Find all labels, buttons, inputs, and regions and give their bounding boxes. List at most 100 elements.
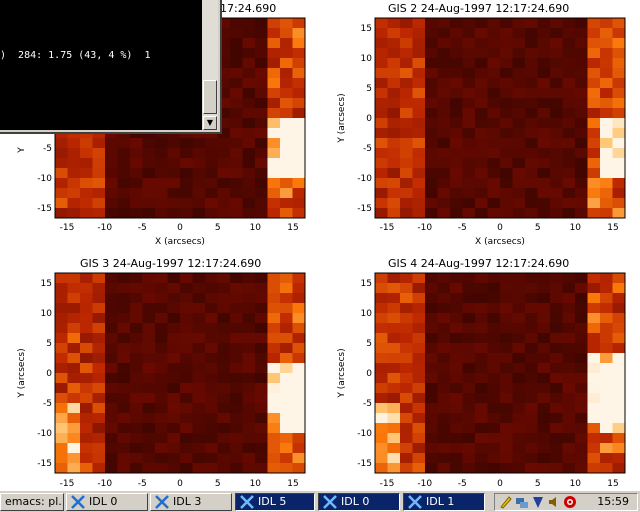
heat-cell [612, 108, 626, 119]
heat-cell [92, 343, 106, 354]
heat-cell [167, 208, 181, 219]
heat-cell [217, 58, 231, 69]
heat-cell [587, 283, 601, 294]
heat-cell [255, 108, 268, 119]
heat-cell [512, 98, 526, 109]
heat-cell [487, 383, 501, 394]
taskbar-item-idl-0-b[interactable]: IDL 0 [318, 493, 400, 511]
heat-cell [500, 88, 513, 99]
taskbar-item-idl-5[interactable]: IDL 5 [235, 493, 315, 511]
heat-cell [462, 293, 476, 304]
heat-cell [267, 283, 281, 294]
y-tick-label: -10 [37, 429, 52, 439]
heat-cell [487, 18, 501, 29]
heat-cell [437, 58, 451, 69]
terminal-output[interactable]: ) 284: 1.75 (43, 4 %) 1 [0, 0, 202, 130]
heat-cell [425, 188, 438, 199]
heat-cell [375, 403, 388, 414]
heat-cell [205, 273, 218, 284]
y-ticks: -5-10-15 [37, 144, 52, 214]
target-icon[interactable] [563, 495, 577, 509]
heat-cell [537, 48, 551, 59]
heat-cell [92, 453, 106, 464]
y-axis-label: Y [17, 147, 27, 154]
x-tick-label: -15 [60, 479, 75, 489]
heat-cell [400, 403, 413, 414]
network-icon[interactable] [515, 495, 529, 509]
down-arrow-icon[interactable]: ▼ [203, 116, 217, 130]
pencil-icon[interactable] [499, 495, 513, 509]
heat-cell [255, 28, 268, 39]
heat-cell [387, 283, 401, 294]
heat-cell [375, 58, 388, 69]
scrollbar-thumb[interactable] [203, 80, 217, 114]
taskbar-item-idl-0[interactable]: IDL 0 [66, 493, 148, 511]
heat-cell [267, 383, 281, 394]
heat-cell [512, 198, 526, 209]
taskbar-item-emacs[interactable]: emacs: pl... [0, 493, 64, 511]
heat-cell [375, 333, 388, 344]
heat-cell [537, 343, 551, 354]
heat-cell [255, 443, 268, 454]
heat-cell [575, 208, 588, 219]
heat-cell [437, 28, 451, 39]
heat-cell [387, 393, 401, 404]
taskbar-item-idl-1[interactable]: IDL 1 [403, 493, 485, 511]
terminal-scrollbar[interactable]: ▼ [202, 0, 218, 130]
heat-cell [280, 413, 293, 424]
heat-cell [55, 188, 68, 199]
heat-cell [242, 168, 256, 179]
terminal-window[interactable]: ) 284: 1.75 (43, 4 %) 1 ▼ [0, 0, 222, 134]
heat-cell [550, 393, 563, 404]
heat-cell [117, 413, 131, 424]
heat-cell [280, 313, 293, 324]
plot-title: GIS 2 24-Aug-1997 12:17:24.690 [388, 2, 570, 15]
heat-cell [130, 158, 143, 169]
taskbar-item-idl-3[interactable]: IDL 3 [150, 493, 232, 511]
heat-cell [375, 108, 388, 119]
heat-cell [280, 28, 293, 39]
heat-cell [487, 293, 501, 304]
heat-cell [167, 138, 181, 149]
heat-cell [142, 403, 156, 414]
heat-cell [205, 343, 218, 354]
heat-cell [475, 48, 488, 59]
heat-cell [130, 293, 143, 304]
heat-cell [612, 178, 626, 189]
y-tick-label: -15 [357, 459, 372, 469]
heat-cell [412, 463, 426, 474]
heat-cell [167, 158, 181, 169]
x-ticks: -15 -10 -5 0 5 10 15 [380, 479, 619, 489]
heat-cell [512, 118, 526, 129]
heat-cell [267, 443, 281, 454]
x-tick-label: 5 [535, 479, 541, 489]
shield-icon[interactable] [531, 495, 545, 509]
heat-cell [80, 303, 93, 314]
speaker-icon[interactable] [547, 495, 561, 509]
heat-cell [412, 423, 426, 434]
heat-cell [487, 38, 501, 49]
heat-cell [587, 453, 601, 464]
heat-cell [155, 433, 168, 444]
heat-cell [587, 413, 601, 424]
heat-cell [230, 353, 243, 364]
heat-cell [192, 443, 206, 454]
heat-cell [142, 148, 156, 159]
heat-cell [242, 158, 256, 169]
heat-cell [142, 413, 156, 424]
heat-cell [500, 198, 513, 209]
heat-cell [412, 168, 426, 179]
heat-cell [375, 353, 388, 364]
heat-cell [92, 323, 106, 334]
heat-cell [550, 403, 563, 414]
heat-cell [412, 313, 426, 324]
heat-cell [192, 148, 206, 159]
heat-cell [387, 453, 401, 464]
heat-cell [267, 68, 281, 79]
heat-cell [167, 363, 181, 374]
heat-cell [412, 208, 426, 219]
heat-cell [537, 283, 551, 294]
heat-cell [512, 88, 526, 99]
heat-cell [375, 88, 388, 99]
